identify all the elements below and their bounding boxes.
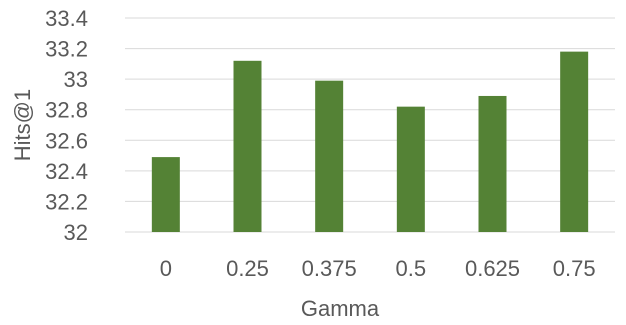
y-tick-label: 32	[64, 220, 88, 245]
y-axis-title: Hits@1	[10, 89, 35, 161]
gridlines	[125, 17, 615, 233]
x-tick-label: 0.375	[302, 256, 357, 281]
y-tick-label: 32.6	[45, 128, 88, 153]
y-tick-label: 32.4	[45, 159, 88, 184]
bar-0.625	[478, 95, 507, 232]
y-tick-label: 33	[64, 67, 88, 92]
y-tick-label: 32.8	[45, 98, 88, 123]
bar-0.375	[315, 80, 344, 233]
x-tick-label: 0.5	[396, 256, 427, 281]
bar-0	[151, 157, 180, 232]
bar-0.25	[233, 60, 262, 232]
y-tick-label: 33.4	[45, 6, 88, 31]
x-tick-label: 0	[160, 256, 172, 281]
y-tick-label: 33.2	[45, 37, 88, 62]
bars	[151, 51, 589, 233]
x-axis-tick-labels: 0 0.25 0.375 0.5 0.625 0.75	[160, 256, 596, 281]
x-tick-label: 0.75	[553, 256, 596, 281]
y-axis-tick-labels: 32 32.2 32.4 32.6 32.8 33 33.2 33.4	[45, 6, 88, 245]
y-tick-label: 32.2	[45, 189, 88, 214]
x-axis-title: Gamma	[301, 296, 380, 321]
x-tick-label: 0.25	[226, 256, 269, 281]
bar-0.5	[396, 106, 425, 232]
x-tick-label: 0.625	[465, 256, 520, 281]
bar-0.75	[560, 51, 589, 232]
